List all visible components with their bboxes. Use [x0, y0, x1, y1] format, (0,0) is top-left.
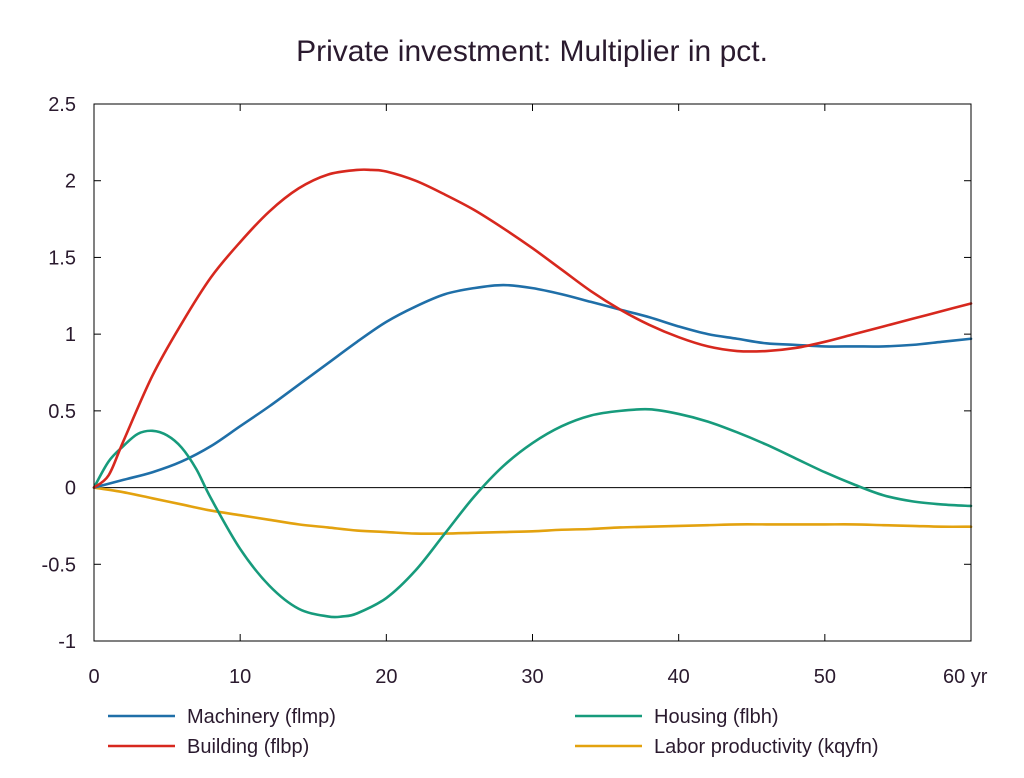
x-tick-label: 50 — [814, 666, 836, 688]
y-axis-tick-labels: -1 -0.5 0 0.5 1 1.5 2 2.5 — [42, 94, 76, 653]
legend-label: Labor productivity (kqyfn) — [654, 736, 879, 758]
x-tick-label: 40 — [668, 666, 690, 688]
y-tick-label: 2 — [65, 171, 76, 193]
legend-label: Housing (flbh) — [654, 706, 779, 728]
legend-label: Machinery (flmp) — [187, 706, 336, 728]
y-tick-label: 1.5 — [48, 247, 76, 269]
series-group — [92, 168, 973, 619]
x-axis-tick-labels: 0 10 20 30 40 50 60 yr — [88, 666, 987, 688]
x-tick-label: 30 — [521, 666, 543, 688]
series-line-housing-flbh — [92, 407, 973, 619]
legend: Machinery (flmp) Building (flbp) Housing (… — [108, 706, 879, 758]
legend-label: Building (flbp) — [187, 736, 309, 758]
series-line-building-flbp — [92, 168, 973, 489]
series-line-machinery-flmp — [92, 283, 973, 489]
x-tick-label: 60 yr — [943, 666, 988, 688]
y-tick-label: 1 — [65, 324, 76, 346]
y-tick-label: 0.5 — [48, 401, 76, 423]
y-tick-label: -1 — [58, 631, 76, 653]
plot-frame — [93, 103, 972, 642]
x-tick-label: 0 — [88, 666, 99, 688]
chart-title: Private investment: Multiplier in pct. — [296, 35, 768, 68]
x-tick-label: 10 — [229, 666, 251, 688]
axis-ticks — [93, 103, 972, 642]
x-tick-label: 20 — [375, 666, 397, 688]
series-line-labor-productivity-kqyfn — [92, 486, 973, 536]
y-tick-label: 0 — [65, 478, 76, 500]
y-tick-label: -0.5 — [42, 554, 76, 576]
y-tick-label: 2.5 — [48, 94, 76, 116]
